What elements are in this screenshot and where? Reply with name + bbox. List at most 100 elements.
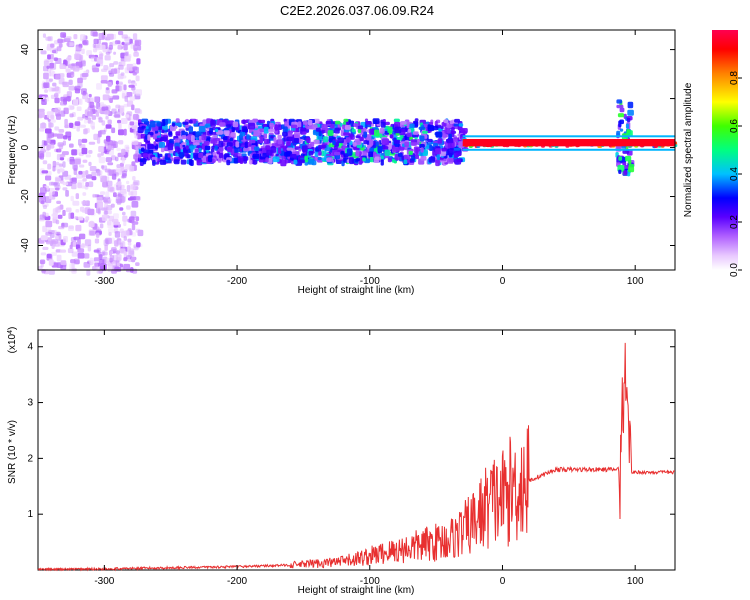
heatmap-cell bbox=[118, 122, 122, 130]
heatmap-cell bbox=[107, 198, 112, 202]
heatmap-cell bbox=[442, 133, 448, 138]
heatmap-cell bbox=[141, 118, 149, 123]
heatmap-cell bbox=[90, 30, 98, 37]
heatmap-cell bbox=[46, 65, 50, 69]
heatmap-cell bbox=[206, 118, 211, 126]
heatmap-cell bbox=[56, 153, 61, 161]
heatmap-cell bbox=[73, 258, 80, 265]
heatmap-cell bbox=[40, 252, 47, 256]
heatmap-cell bbox=[108, 228, 115, 233]
heatmap-cell bbox=[458, 123, 464, 127]
heatmap-cell bbox=[74, 216, 79, 220]
heatmap-cell bbox=[74, 121, 81, 126]
heatmap-cell bbox=[286, 141, 291, 147]
heatmap-cell bbox=[625, 155, 632, 162]
heatmap-cell bbox=[62, 170, 69, 177]
heatmap-cell bbox=[76, 173, 83, 179]
heatmap-cell bbox=[105, 51, 111, 55]
heatmap-cell bbox=[121, 241, 126, 248]
heatmap-cell bbox=[118, 83, 124, 91]
heatmap-cell bbox=[59, 168, 65, 173]
heatmap-cell bbox=[129, 121, 135, 126]
snr-x-tick-label: -100 bbox=[360, 576, 380, 587]
heatmap-cell bbox=[78, 139, 82, 146]
heatmap-cell bbox=[387, 157, 392, 163]
snr-series-line bbox=[37, 342, 676, 572]
heatmap-cell bbox=[230, 132, 235, 137]
heatmap-cell bbox=[62, 187, 68, 191]
heatmap-cell bbox=[214, 128, 219, 133]
heatmap-cell bbox=[66, 42, 70, 46]
heatmap-cell bbox=[45, 212, 49, 217]
heatmap-cell bbox=[42, 33, 46, 38]
heatmap-cell bbox=[41, 98, 47, 105]
heatmap-cell bbox=[188, 119, 193, 124]
heatmap-cell bbox=[128, 191, 134, 196]
heatmap-cell bbox=[190, 152, 194, 159]
heatmap-cell bbox=[51, 239, 59, 244]
heatmap-cell bbox=[86, 269, 91, 276]
heatmap-cell bbox=[344, 125, 351, 130]
heatmap-cell bbox=[147, 134, 151, 141]
heatmap-cell bbox=[62, 33, 66, 39]
heatmap-cell bbox=[120, 175, 125, 179]
heatmap-cell bbox=[237, 156, 244, 163]
heatmap-cell bbox=[136, 242, 141, 248]
heatmap-cell bbox=[81, 73, 89, 77]
snr-y-ticks: 1 2 3 4 bbox=[27, 342, 675, 520]
heatmap-cell bbox=[101, 250, 106, 256]
heatmap-cell bbox=[93, 257, 100, 262]
heatmap-x-tick-label: -100 bbox=[360, 276, 380, 287]
heatmap-cell bbox=[123, 44, 128, 51]
heatmap-cell bbox=[101, 120, 106, 126]
heatmap-cell bbox=[440, 126, 444, 130]
heatmap-cell bbox=[71, 149, 78, 156]
heatmap-cell bbox=[277, 139, 283, 145]
heatmap-cell bbox=[54, 48, 58, 54]
heatmap-cell bbox=[42, 246, 49, 250]
heatmap-cell bbox=[117, 73, 124, 80]
heatmap-cell bbox=[380, 121, 386, 128]
heatmap-cell bbox=[427, 124, 431, 130]
heatmap-cell bbox=[182, 121, 189, 125]
heatmap-cell bbox=[313, 118, 320, 124]
colorbar: 0.0 0.2 0.4 0.6 0.8 Normalized spectral ampl… bbox=[683, 30, 742, 277]
heatmap-cell bbox=[120, 72, 125, 76]
heatmap-cell bbox=[81, 138, 88, 143]
heatmap-cell bbox=[114, 111, 121, 119]
heatmap-cell bbox=[81, 171, 86, 178]
heatmap-cell bbox=[111, 108, 117, 114]
heatmap-cell bbox=[87, 208, 95, 216]
heatmap-cell bbox=[152, 159, 156, 166]
heatmap-cell bbox=[98, 156, 106, 164]
heatmap-cell bbox=[345, 137, 351, 143]
colorbar-ticks: 0.0 0.2 0.4 0.6 0.8 bbox=[729, 71, 742, 277]
heatmap-cell bbox=[38, 151, 45, 158]
heatmap-cell bbox=[127, 79, 132, 84]
heatmap-cell bbox=[98, 254, 103, 260]
heatmap-cell bbox=[131, 201, 139, 208]
heatmap-cell bbox=[246, 134, 250, 140]
heatmap-cell bbox=[48, 86, 53, 92]
heatmap-cell bbox=[265, 157, 269, 163]
heatmap-cell bbox=[142, 153, 149, 158]
heatmap-cell bbox=[79, 164, 85, 168]
heatmap-cell bbox=[121, 41, 125, 45]
heatmap-cell bbox=[176, 122, 182, 126]
heatmap-cell bbox=[82, 201, 89, 207]
heatmap-cell bbox=[84, 239, 92, 246]
heatmap-cell bbox=[43, 82, 50, 88]
heatmap-cell bbox=[263, 123, 267, 128]
heatmap-cell bbox=[77, 98, 83, 105]
heatmap-cell bbox=[243, 147, 250, 152]
heatmap-cell bbox=[99, 263, 107, 270]
heatmap-cell bbox=[302, 145, 308, 153]
heatmap-cell bbox=[40, 187, 47, 194]
heatmap-cell bbox=[133, 44, 138, 51]
heatmap-line-edge bbox=[462, 148, 675, 151]
heatmap-cell bbox=[253, 159, 257, 165]
heatmap-cell bbox=[81, 88, 87, 95]
heatmap-cell bbox=[290, 154, 297, 159]
heatmap-cell bbox=[44, 96, 50, 102]
heatmap-cell bbox=[119, 184, 125, 189]
